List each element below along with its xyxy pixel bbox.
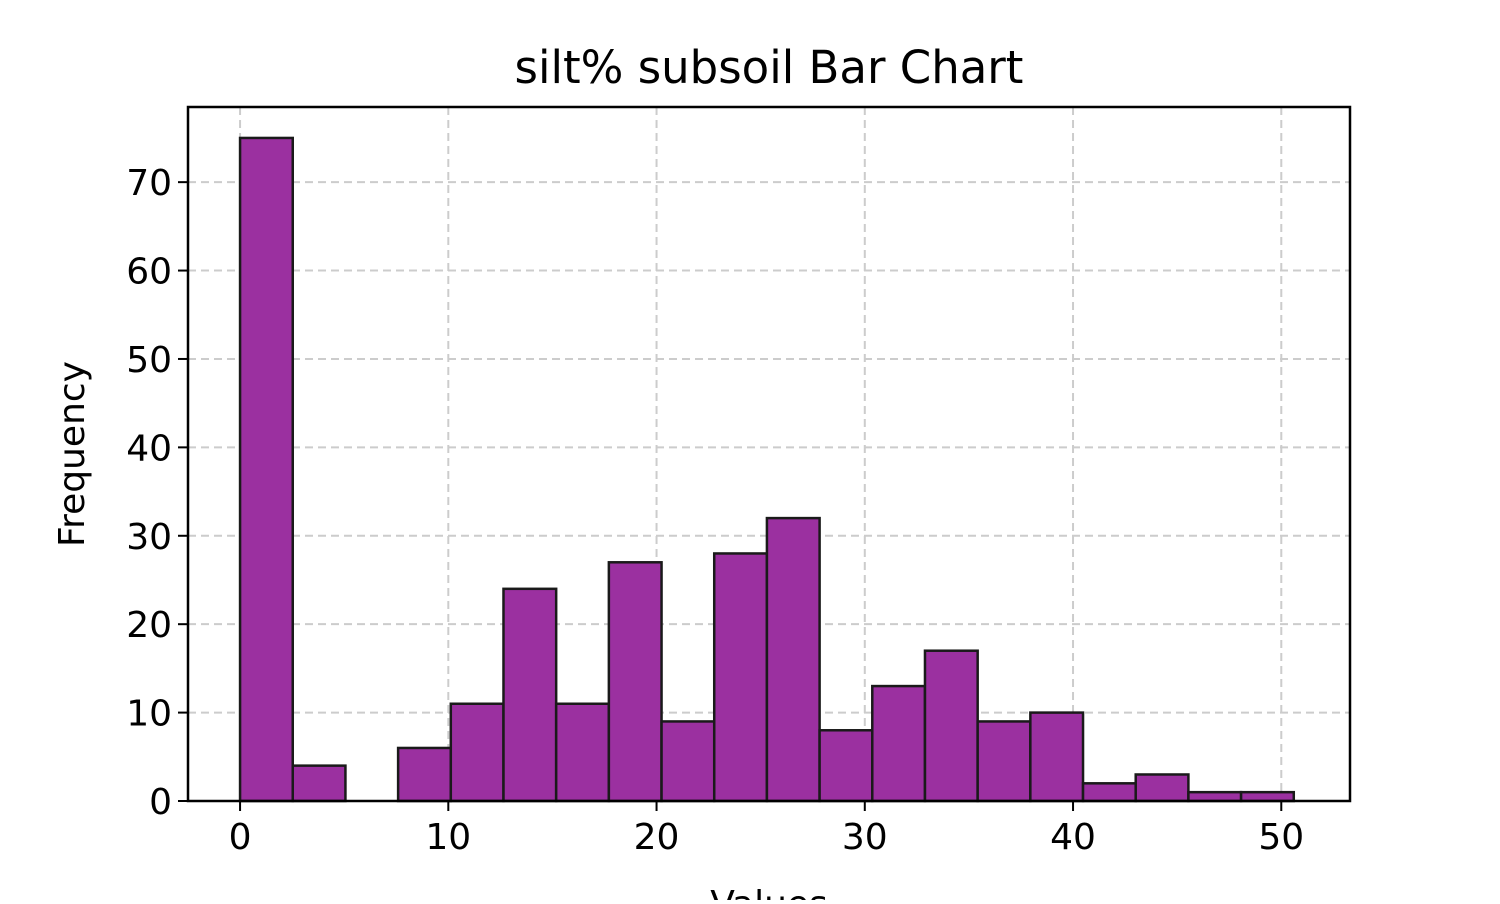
x-tick-label: 50 [1258,817,1304,858]
histogram-bar [1239,790,1296,803]
bars [238,136,1296,803]
histogram-bar [502,587,558,803]
plot-frame [186,105,1352,803]
y-tick-label: 40 [126,428,172,469]
x-axis-ticks: 0 10 20 30 40 50 [229,801,1304,858]
y-axis-label: Frequency [52,361,93,547]
histogram-bar [818,729,874,803]
histogram-bar [1081,782,1137,803]
y-tick-label: 10 [126,694,172,735]
x-tick-label: 20 [634,817,680,858]
y-tick-label: 60 [126,252,172,293]
chart-title: silt% subsoil Bar Chart [515,41,1024,94]
y-axis-ticks: 0 10 20 30 40 50 60 70 [126,163,188,823]
histogram-bar [238,136,294,803]
x-tick-label: 30 [842,817,888,858]
y-tick-label: 70 [126,163,172,204]
histogram-bar [1029,711,1085,803]
y-tick-label: 20 [126,605,172,646]
histogram-bar [976,720,1032,803]
x-axis-label: Values [710,884,828,900]
histogram-bar [396,746,453,803]
histogram-bar [291,764,347,803]
histogram-bar [607,561,663,803]
histogram-bar [923,649,979,803]
histogram-bar [871,684,927,803]
histogram-bar [765,516,821,803]
histogram-bar [449,702,505,803]
histogram-bar [1187,790,1243,803]
y-tick-label: 30 [126,517,172,558]
y-tick-label: 50 [126,340,172,381]
histogram-bar [712,552,769,803]
histogram-bar [1134,773,1190,803]
y-tick-label: 0 [149,782,172,823]
histogram-bar [554,702,611,803]
histogram-bar [660,720,716,803]
x-tick-label: 10 [425,817,471,858]
x-tick-label: 0 [229,817,252,858]
x-tick-label: 40 [1050,817,1096,858]
